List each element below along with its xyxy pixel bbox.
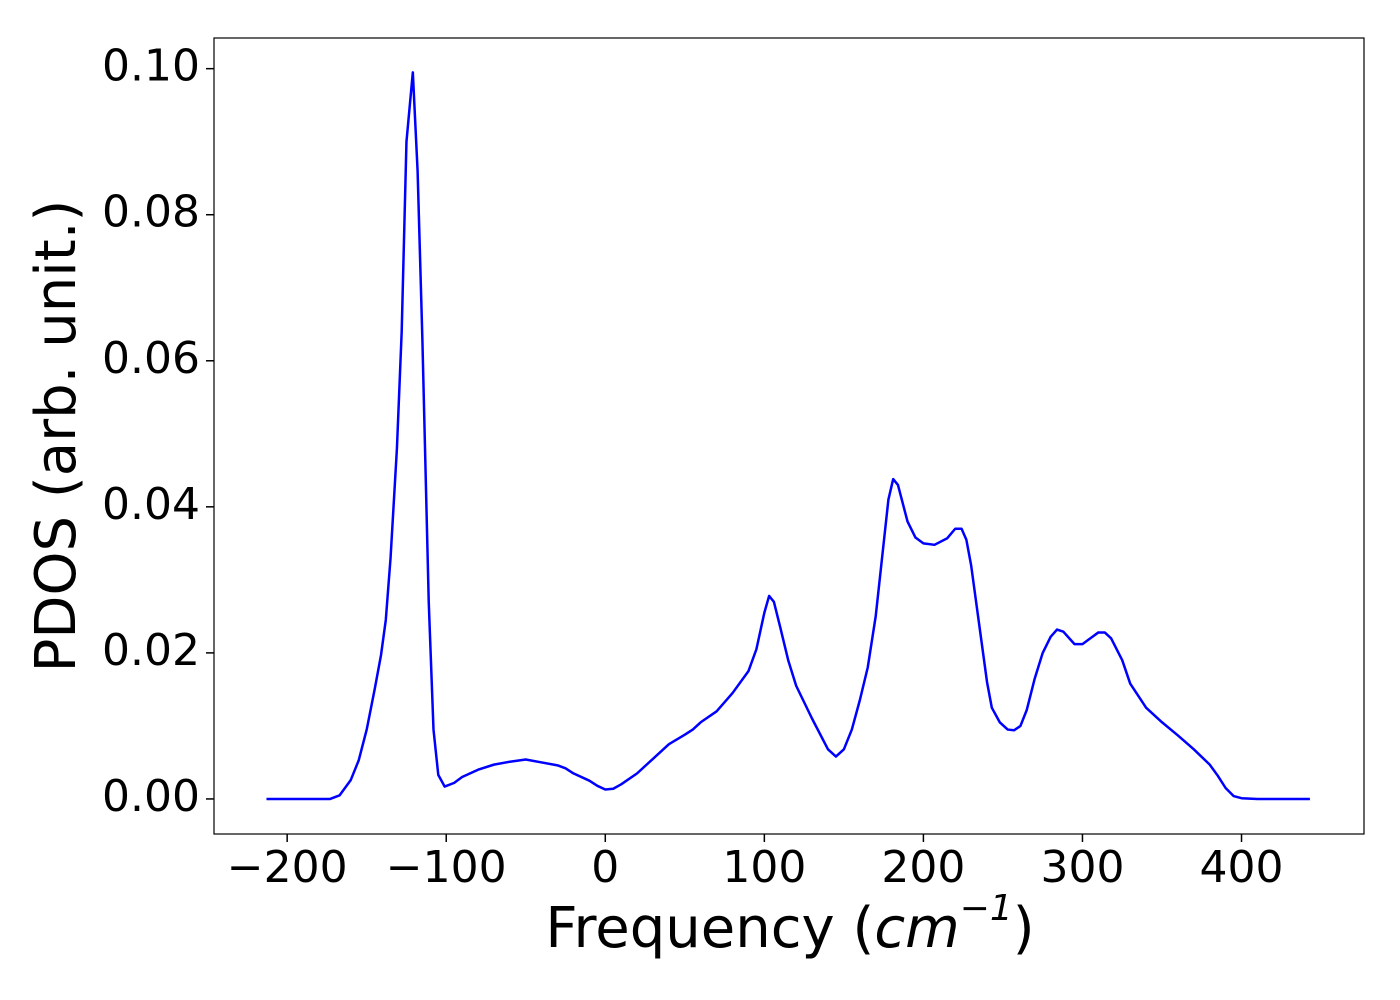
- y-tick-label: 0.06: [102, 333, 200, 384]
- y-tick-label: 0.08: [102, 187, 200, 238]
- y-tick-label: 0.10: [102, 41, 200, 92]
- plot-frame: [213, 37, 1365, 835]
- x-tick-label: −100: [386, 842, 507, 893]
- data-line: [266, 71, 1310, 801]
- x-axis-label: Frequency (cm−1): [545, 888, 1034, 961]
- x-tick-label: 100: [722, 842, 806, 893]
- x-tick-label: 300: [1040, 842, 1124, 893]
- x-tick-label: 400: [1200, 842, 1284, 893]
- y-tick-label: 0.00: [102, 771, 200, 822]
- y-tick-label: 0.04: [102, 479, 200, 530]
- y-tick-label: 0.02: [102, 625, 200, 676]
- x-tick-label: −200: [227, 842, 348, 893]
- x-tick-label: 200: [881, 842, 965, 893]
- y-axis-label: PDOS (arb. unit.): [24, 200, 89, 673]
- x-tick-label: 0: [591, 842, 619, 893]
